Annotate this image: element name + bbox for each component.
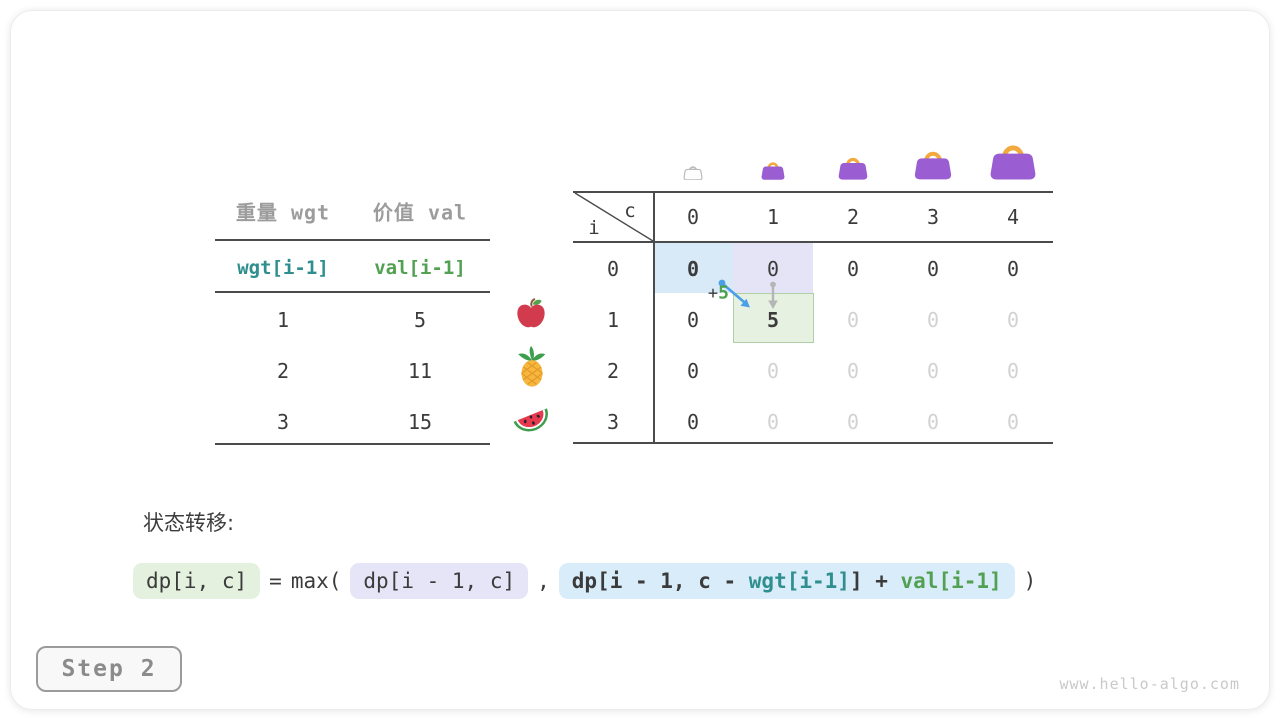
formula-label: 状态转移:: [143, 511, 235, 535]
dp-cell: 0: [686, 308, 700, 332]
dp-col-header: 3: [926, 205, 940, 229]
dp-cell: 0: [926, 308, 940, 332]
dp-cell: 0: [766, 257, 780, 281]
formula-close-paren: ): [1023, 569, 1037, 593]
dp-cell: 0: [926, 257, 940, 281]
added-value: 5: [718, 282, 730, 304]
dp-col-header: 2: [846, 205, 860, 229]
item-value: 5: [413, 308, 427, 332]
dp-cell: 0: [846, 257, 860, 281]
dp-cell: 0: [1006, 410, 1020, 434]
formula-option-skip: dp[i - 1, c]: [350, 563, 529, 599]
pineapple-icon: [515, 346, 549, 388]
dp-cell: 0: [766, 410, 780, 434]
dp-cell: 0: [686, 359, 700, 383]
dp-cell: 0: [1006, 257, 1020, 281]
dp-cell: 0: [926, 410, 940, 434]
dp-cell: 0: [1006, 359, 1020, 383]
dp-row-header: 2: [606, 359, 620, 383]
corner-col-var: c: [624, 200, 636, 222]
dp-cell: 0: [686, 257, 700, 281]
items-value-subheader: val[i-1]: [374, 257, 466, 279]
dp-col-header: 1: [766, 205, 780, 229]
item-weight: 1: [276, 308, 290, 332]
items-weight-header: 重量 wgt: [235, 200, 331, 225]
bag-size-4-icon: [990, 135, 1037, 180]
dp-cell: 0: [1006, 308, 1020, 332]
watermark: www.hello-algo.com: [1059, 675, 1240, 693]
formula-equals: =: [269, 569, 282, 593]
dp-row-header: 3: [606, 410, 620, 434]
dp-cell: 0: [846, 359, 860, 383]
items-weight-subheader: wgt[i-1]: [237, 257, 329, 279]
option-take-wgt-term: wgt[i-1]: [748, 569, 850, 593]
bag-size-1-icon: [761, 157, 785, 180]
item-weight: 3: [276, 410, 290, 434]
corner-row-var: i: [588, 217, 600, 239]
dp-cell: 0: [926, 359, 940, 383]
bag-empty-icon: [683, 162, 703, 181]
dp-row-header: 1: [606, 308, 620, 332]
dp-col-header: 4: [1006, 205, 1020, 229]
step-badge: Step 2: [36, 646, 182, 692]
figure-card: [10, 10, 1270, 710]
dp-col-header: 0: [686, 205, 700, 229]
bag-size-2-icon: [838, 151, 868, 180]
step-badge-label: Step 2: [61, 656, 157, 682]
state-transition-formula: dp[i, c] = max( dp[i - 1, c] , dp[i - 1,…: [133, 563, 1036, 599]
item-value: 11: [407, 359, 433, 383]
formula-lhs: dp[i, c]: [133, 563, 261, 599]
dp-cell: 0: [846, 308, 860, 332]
dp-cell: 0: [846, 410, 860, 434]
option-take-val-term: val[i-1]: [900, 569, 1002, 593]
plus-value-annotation: +5: [667, 263, 729, 324]
option-take-infix: ] +: [849, 569, 901, 593]
item-weight: 2: [276, 359, 290, 383]
formula-option-take: dp[i - 1, c - wgt[i-1]] + val[i-1]: [558, 563, 1015, 599]
formula-max-open: max(: [290, 569, 342, 593]
formula-comma: ,: [537, 569, 550, 593]
bag-size-3-icon: [914, 143, 952, 180]
items-value-header: 价值 val: [372, 200, 468, 225]
watermelon-icon: [511, 401, 551, 437]
option-take-prefix: dp[i - 1, c -: [571, 569, 749, 593]
plus-sign: +: [707, 283, 719, 304]
dp-cell: 5: [766, 308, 780, 332]
dp-row-header: 0: [606, 257, 620, 281]
apple-icon: [515, 297, 548, 330]
item-value: 15: [407, 410, 433, 434]
dp-cell: 0: [686, 410, 700, 434]
dp-cell: 0: [766, 359, 780, 383]
